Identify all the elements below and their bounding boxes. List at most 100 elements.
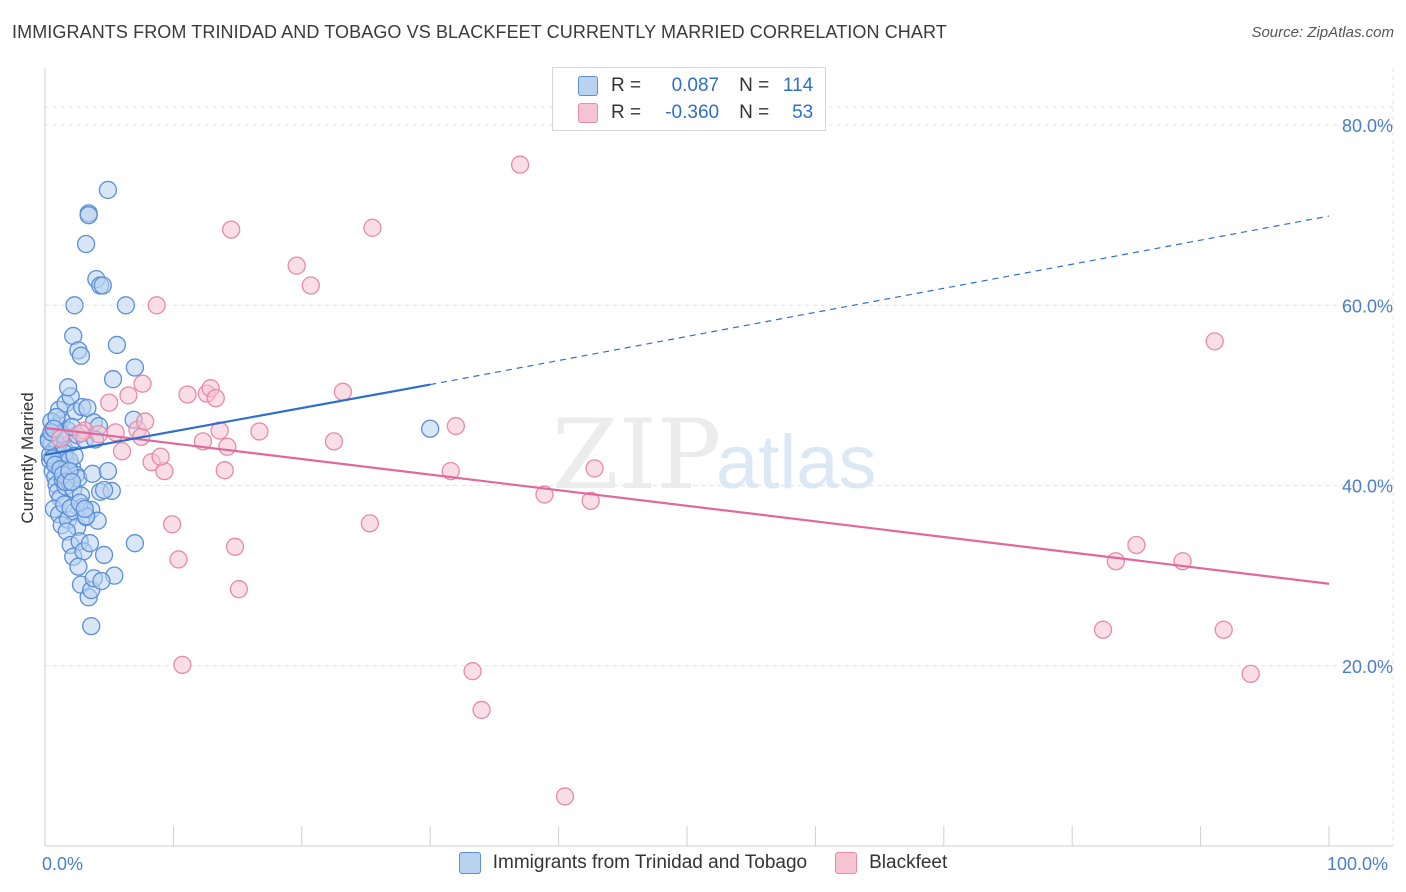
trend-line-trinidad	[44, 383, 431, 456]
legend-n-value-trinidad: 114	[782, 75, 814, 96]
point-trinidad	[65, 296, 84, 315]
point-blackfeet	[162, 515, 182, 534]
trend-line-blackfeet	[44, 426, 1330, 585]
point-trinidad	[82, 616, 101, 636]
point-blackfeet	[206, 388, 225, 408]
point-trinidad	[94, 545, 114, 565]
legend-n-label: N =	[739, 102, 770, 123]
legend-n-label: N =	[739, 75, 770, 96]
point-blackfeet	[324, 432, 344, 451]
correlation-legend: R = 0.087 N = 114 R = -0.360 N = 53	[552, 67, 826, 131]
watermark-atlas: atlas	[716, 420, 877, 505]
point-trinidad	[94, 480, 114, 500]
point-blackfeet	[301, 276, 320, 295]
legend-r-value-blackfeet: -0.360	[665, 102, 720, 123]
point-blackfeet	[51, 429, 70, 448]
point-trinidad	[71, 346, 91, 365]
point-trinidad	[80, 534, 100, 553]
x-tick-label-min: 0.0%	[42, 854, 83, 874]
point-trinidad	[92, 571, 111, 591]
point-blackfeet	[363, 218, 382, 237]
series-trinidad-points	[39, 180, 440, 636]
point-trinidad	[98, 461, 118, 481]
chart-title: IMMIGRANTS FROM TRINIDAD AND TOBAGO VS B…	[12, 22, 947, 42]
y-tick-label: 40.0%	[1342, 477, 1393, 497]
y-axis-label: Currently Married	[18, 392, 37, 523]
point-blackfeet	[463, 662, 482, 681]
point-blackfeet	[173, 655, 192, 675]
legend-label-blackfeet: Blackfeet	[869, 852, 948, 873]
x-ticks	[44, 826, 1330, 846]
point-trinidad	[69, 557, 88, 576]
point-blackfeet	[106, 423, 125, 442]
point-blackfeet	[472, 700, 491, 720]
legend-item-blackfeet[interactable]: Blackfeet	[835, 852, 947, 874]
point-trinidad	[98, 180, 118, 200]
point-blackfeet	[535, 485, 554, 504]
point-blackfeet	[250, 422, 269, 441]
point-blackfeet	[112, 442, 132, 461]
point-blackfeet	[441, 461, 460, 481]
point-blackfeet	[446, 416, 466, 436]
legend-row-trinidad: R = 0.087 N = 114	[553, 73, 813, 99]
y-tick-label: 60.0%	[1342, 296, 1393, 316]
point-blackfeet	[1093, 620, 1113, 639]
legend-r-label: R =	[611, 75, 642, 96]
point-trinidad	[116, 296, 136, 315]
point-trinidad	[107, 335, 127, 355]
watermark-zip: ZIP	[552, 399, 721, 511]
point-blackfeet	[222, 220, 241, 239]
legend-swatch-pink	[578, 103, 598, 123]
point-blackfeet	[287, 256, 306, 275]
point-trinidad	[421, 419, 440, 438]
point-blackfeet	[1214, 620, 1233, 639]
point-blackfeet	[215, 461, 234, 480]
legend-r-label: R =	[611, 102, 642, 123]
point-blackfeet	[229, 580, 249, 599]
point-blackfeet	[218, 437, 237, 456]
point-blackfeet	[510, 155, 530, 174]
point-blackfeet	[1241, 664, 1260, 684]
point-blackfeet	[1127, 535, 1146, 555]
legend-r-value-trinidad: 0.087	[671, 75, 720, 96]
series-legend: Immigrants from Trinidad and Tobago Blac…	[0, 852, 1406, 874]
point-blackfeet	[360, 514, 380, 533]
point-trinidad	[125, 534, 145, 553]
y-tick-label: 80.0%	[1342, 116, 1393, 136]
point-blackfeet	[133, 374, 152, 393]
point-blackfeet	[100, 393, 119, 412]
point-blackfeet	[225, 537, 245, 556]
point-blackfeet	[1205, 332, 1224, 351]
legend-swatch-pink	[835, 852, 858, 874]
point-blackfeet	[1106, 552, 1126, 571]
point-trinidad	[93, 276, 112, 295]
y-tick-label: 20.0%	[1342, 657, 1393, 677]
grid-lines	[45, 68, 1394, 846]
legend-swatch-blue	[458, 852, 481, 874]
point-trinidad	[103, 370, 123, 389]
trend-line-trinidad-extension	[430, 215, 1330, 386]
point-trinidad	[76, 234, 96, 254]
trend-lines	[44, 215, 1330, 585]
point-blackfeet	[178, 385, 197, 404]
point-trinidad	[58, 378, 78, 397]
point-blackfeet	[147, 296, 166, 315]
point-blackfeet	[555, 787, 575, 806]
point-trinidad	[75, 499, 94, 519]
source-attribution: Source: ZipAtlas.com	[1251, 24, 1394, 41]
legend-row-blackfeet: R = -0.360 N = 53	[553, 100, 813, 126]
legend-item-trinidad[interactable]: Immigrants from Trinidad and Tobago	[458, 852, 808, 874]
point-blackfeet	[333, 382, 353, 401]
point-trinidad	[83, 464, 102, 483]
point-blackfeet	[136, 412, 155, 431]
y-tick-labels: 20.0% 40.0% 60.0% 80.0%	[1342, 116, 1393, 677]
legend-n-value-blackfeet: 53	[792, 102, 814, 123]
point-blackfeet	[169, 550, 188, 569]
point-blackfeet	[581, 491, 600, 510]
point-trinidad	[125, 358, 145, 377]
point-trinidad	[79, 206, 98, 225]
point-blackfeet	[151, 447, 170, 466]
legend-swatch-blue	[578, 76, 598, 96]
legend-label-trinidad: Immigrants from Trinidad and Tobago	[492, 852, 808, 873]
